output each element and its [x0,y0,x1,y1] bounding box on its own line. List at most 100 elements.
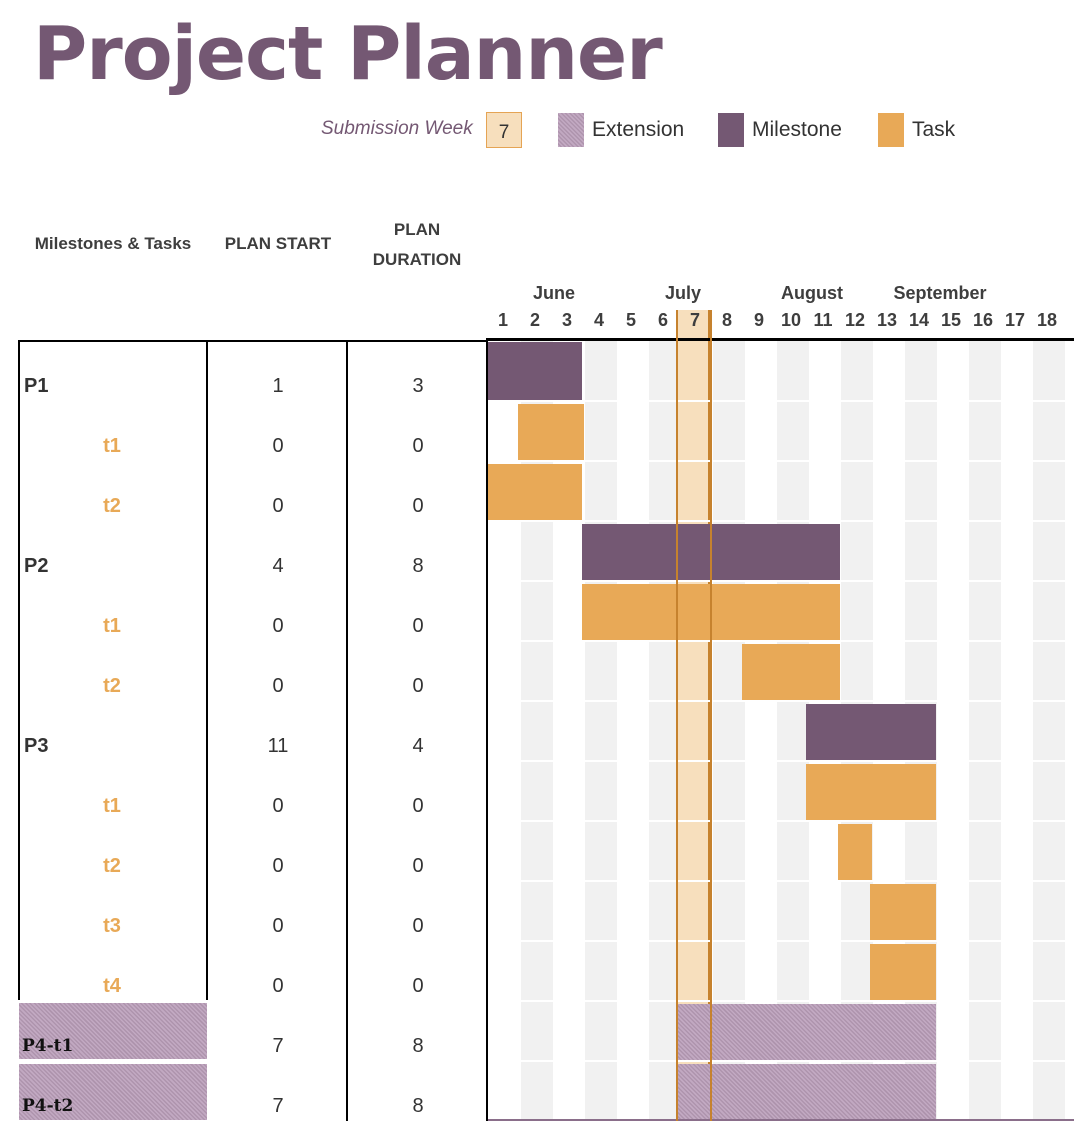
milestone-bar [806,704,936,760]
task-swatch-icon [878,113,904,147]
plan-duration-cell: 0 [412,855,424,877]
week-column [777,341,809,1121]
page-title: Project Planner [33,11,663,97]
plan-duration-cell: 0 [412,975,424,997]
plan-start-cell: 0 [272,855,284,877]
week-number: 6 [657,310,668,330]
table-left-border [18,340,20,1000]
plan-duration-cell: 4 [412,735,424,757]
row-separator [486,940,1074,942]
week-number: 4 [593,310,604,330]
extension-name-cell [19,1064,207,1120]
plan-start-cell: 11 [267,735,289,757]
row-name: P4-t1 [22,1036,74,1056]
row-name: P2 [24,555,49,577]
row-separator [486,520,1074,522]
plan-duration-cell: 8 [412,1095,424,1117]
week-column [969,341,1001,1121]
milestone-bar [488,342,582,400]
timeline-header-rule [486,338,1074,341]
plan-duration-cell: 0 [412,435,424,457]
week-number: 14 [908,310,930,330]
row-separator [486,700,1074,702]
legend-milestone-label: Milestone [752,118,842,141]
week-number: 9 [753,310,764,330]
plan-duration-cell: 0 [412,795,424,817]
table-divider-1 [206,340,208,1000]
row-name: t2 [103,675,121,697]
header-plan-duration: PLAN DURATION [350,215,484,275]
plan-duration-cell: 0 [412,915,424,937]
week-number: 18 [1036,310,1058,330]
table-top-border [18,340,488,342]
row-separator [486,640,1074,642]
month-july: July [664,283,702,303]
row-separator [486,1000,1074,1002]
row-separator [486,1120,1074,1122]
legend-extension-label: Extension [592,118,685,141]
task-bar [838,824,872,880]
submission-week-input[interactable]: 7 [486,112,522,148]
row-separator [486,400,1074,402]
milestone-swatch-icon [718,113,744,147]
week-column [1033,341,1065,1121]
table-divider-3 [486,340,488,1121]
row-name: t1 [103,615,121,637]
extension-bar [678,1064,936,1120]
row-name: P3 [24,735,49,757]
week-number: 11 [813,310,833,330]
row-separator [486,820,1074,822]
header-milestones-tasks: Milestones & Tasks [34,234,192,253]
task-bar [488,464,582,520]
plan-duration-cell: 0 [412,615,424,637]
submission-week-label: Submission Week [321,118,473,139]
month-september: September [893,283,987,303]
week-number: 1 [497,310,508,330]
extension-bar [678,1004,936,1060]
plan-start-cell: 0 [272,975,284,997]
plan-start-cell: 0 [272,795,284,817]
timeline-bottom-rule [486,1119,1074,1121]
legend: Submission Week 7 Extension Milestone Ta… [0,110,1074,150]
task-bar [870,884,936,940]
month-august: August [781,283,843,303]
header-plan-duration-line1: PLAN [393,220,441,239]
current-week-line-left [676,310,678,1121]
week-number: 7 [689,310,700,330]
plan-start-cell: 0 [272,435,284,457]
row-separator [486,580,1074,582]
plan-start-cell: 7 [272,1035,284,1057]
table-divider-2 [346,340,348,1121]
week-number: 15 [940,310,962,330]
week-number: 8 [721,310,732,330]
header-plan-duration-line2: DURATION [372,250,462,269]
task-bar [742,644,840,700]
row-separator [486,1060,1074,1062]
plan-start-cell: 1 [272,375,284,397]
task-bar [518,404,584,460]
week-number: 17 [1004,310,1026,330]
plan-start-cell: 7 [272,1095,284,1117]
task-bar [806,764,936,820]
row-name: t3 [103,915,121,937]
week-column [585,341,617,1121]
extension-name-cell [19,1003,207,1059]
plan-start-cell: 4 [272,555,284,577]
week-number: 12 [844,310,866,330]
plan-start-cell: 0 [272,915,284,937]
task-bar [870,944,936,1000]
row-name: t2 [103,855,121,877]
header-plan-start: PLAN START [224,234,332,253]
row-name: t1 [103,795,121,817]
row-name: t2 [103,495,121,517]
row-name: P1 [24,375,49,397]
week-number: 16 [972,310,994,330]
plan-start-cell: 0 [272,615,284,637]
row-separator [486,460,1074,462]
row-name: t4 [103,975,121,997]
week-number: 2 [529,310,540,330]
week-number: 10 [780,310,802,330]
month-june: June [532,283,575,303]
week-number: 13 [876,310,898,330]
week-number: 3 [561,310,572,330]
